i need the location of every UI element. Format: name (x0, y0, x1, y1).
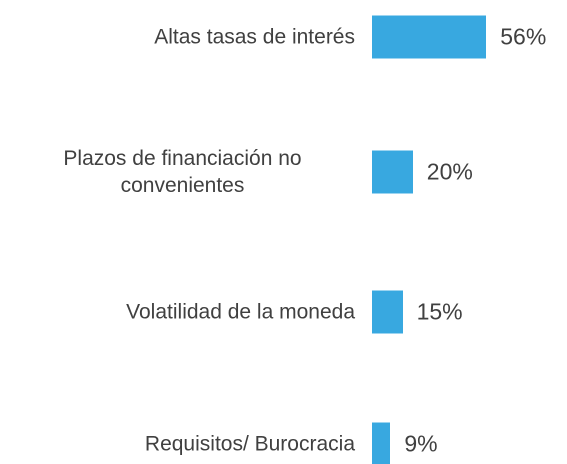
bar (372, 15, 487, 59)
value-label: 20% (426, 158, 473, 185)
value-label: 56% (500, 23, 547, 50)
value-label: 9% (404, 430, 438, 457)
category-label: Volatilidad de la moneda (126, 300, 355, 324)
category-label: Requisitos/ Burocracia (144, 432, 355, 456)
category-label: Plazos de financiación no convenientes (63, 147, 302, 197)
category-label: Altas tasas de interés (154, 25, 355, 49)
bar (372, 422, 391, 464)
bar (372, 150, 413, 194)
bar (372, 290, 403, 334)
value-label: 15% (416, 298, 463, 325)
